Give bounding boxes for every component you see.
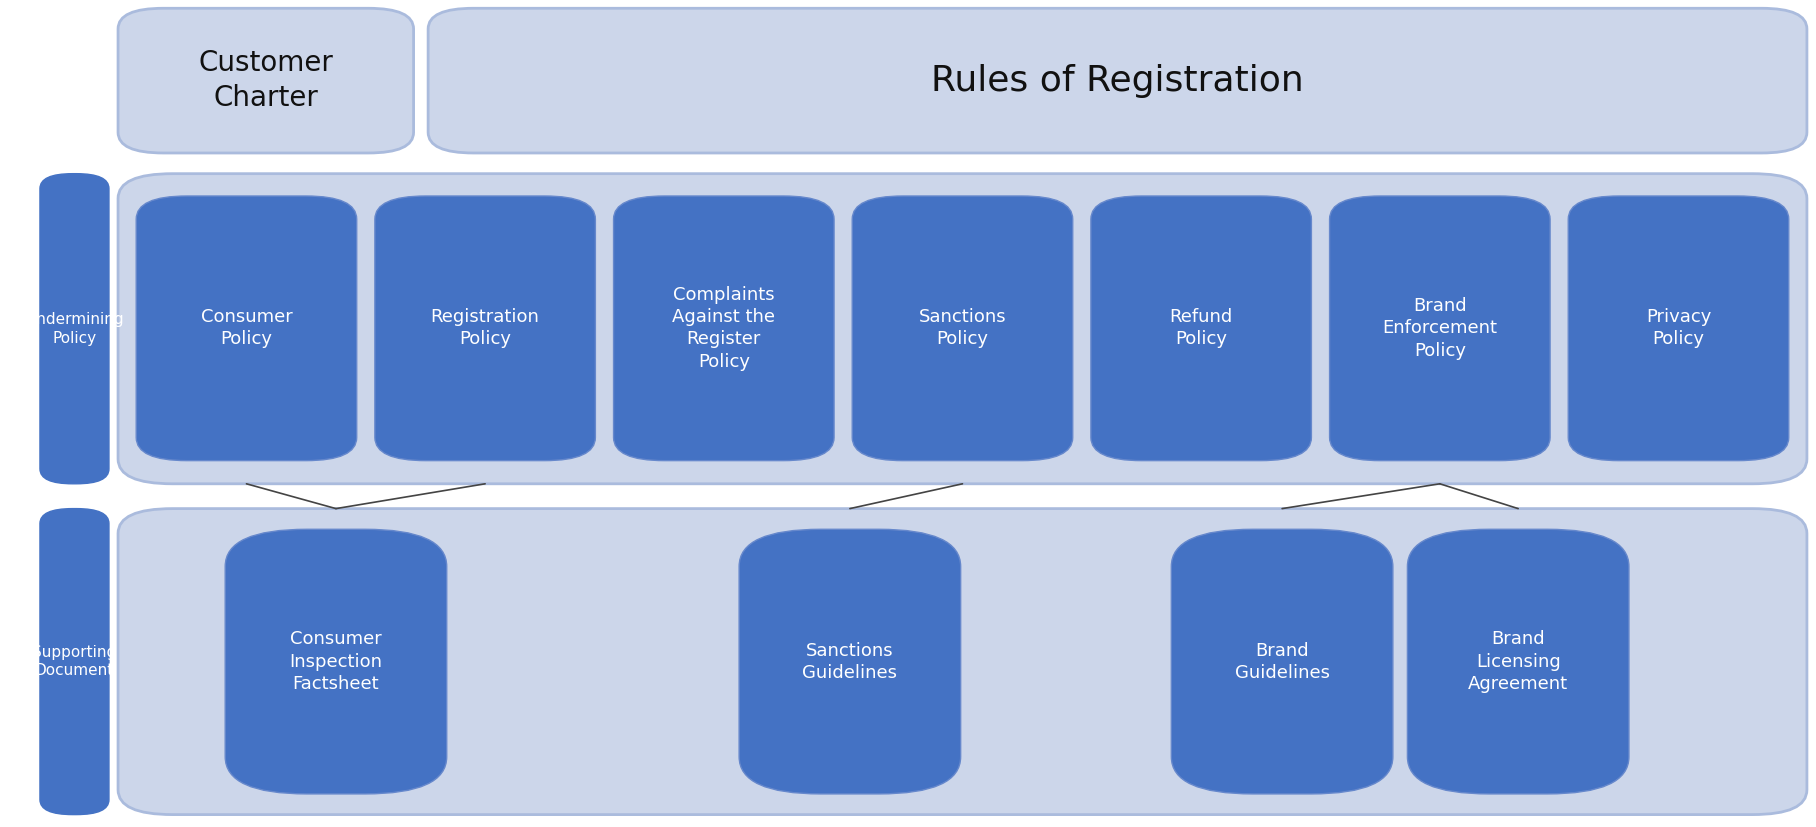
FancyBboxPatch shape <box>1329 196 1551 461</box>
FancyBboxPatch shape <box>852 196 1073 461</box>
Text: Sanctions
Policy: Sanctions Policy <box>919 308 1006 348</box>
Text: Complaints
Against the
Register
Policy: Complaints Against the Register Policy <box>672 286 775 370</box>
Text: Sanctions
Guidelines: Sanctions Guidelines <box>803 642 897 681</box>
Text: Brand
Guidelines: Brand Guidelines <box>1235 642 1329 681</box>
FancyBboxPatch shape <box>225 529 447 794</box>
Text: Brand
Enforcement
Policy: Brand Enforcement Policy <box>1382 297 1498 360</box>
FancyBboxPatch shape <box>118 509 1807 815</box>
FancyBboxPatch shape <box>429 8 1807 153</box>
FancyBboxPatch shape <box>739 529 961 794</box>
FancyBboxPatch shape <box>1171 529 1393 794</box>
Text: Supporting
Document: Supporting Document <box>33 645 116 678</box>
Text: Privacy
Policy: Privacy Policy <box>1645 308 1711 348</box>
FancyBboxPatch shape <box>40 174 109 484</box>
FancyBboxPatch shape <box>118 8 414 153</box>
FancyBboxPatch shape <box>136 196 356 461</box>
Text: Customer
Charter: Customer Charter <box>198 50 334 112</box>
Text: Brand
Licensing
Agreement: Brand Licensing Agreement <box>1467 630 1569 693</box>
FancyBboxPatch shape <box>1407 529 1629 794</box>
FancyBboxPatch shape <box>118 174 1807 484</box>
Text: Rules of Registration: Rules of Registration <box>932 64 1304 98</box>
Text: Refund
Policy: Refund Policy <box>1170 308 1233 348</box>
FancyBboxPatch shape <box>374 196 596 461</box>
FancyBboxPatch shape <box>1569 196 1789 461</box>
FancyBboxPatch shape <box>40 509 109 815</box>
Text: Registration
Policy: Registration Policy <box>430 308 539 348</box>
FancyBboxPatch shape <box>614 196 834 461</box>
Text: Undermining
Policy: Undermining Policy <box>25 312 123 346</box>
FancyBboxPatch shape <box>1091 196 1311 461</box>
Text: Consumer
Inspection
Factsheet: Consumer Inspection Factsheet <box>289 630 383 693</box>
Text: Consumer
Policy: Consumer Policy <box>200 308 292 348</box>
